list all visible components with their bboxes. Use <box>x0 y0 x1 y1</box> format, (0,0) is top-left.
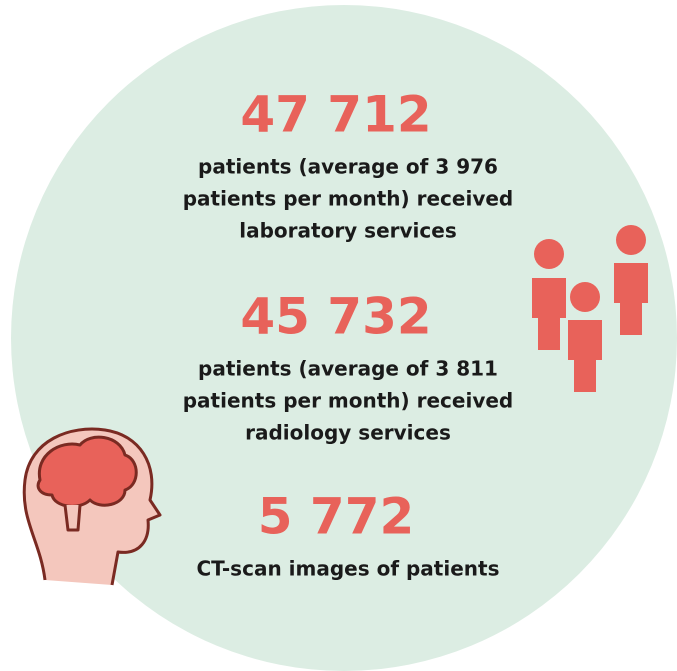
stat-description: patients (average of 3 976 <box>198 155 498 179</box>
stat-number: 47 712 <box>240 86 431 144</box>
stat-number: 45 732 <box>240 288 431 346</box>
infographic: 47 712 patients (average of 3 976 patients… <box>0 0 677 671</box>
stat-description: CT-scan images of patients <box>197 557 500 581</box>
stat-description: patients per month) received <box>183 187 514 211</box>
stat-description: laboratory services <box>239 219 456 243</box>
stat-description: patients per month) received <box>183 389 514 413</box>
stat-number: 5 772 <box>258 488 415 546</box>
stat-description: patients (average of 3 811 <box>198 357 498 381</box>
stat-description: radiology services <box>245 421 451 445</box>
